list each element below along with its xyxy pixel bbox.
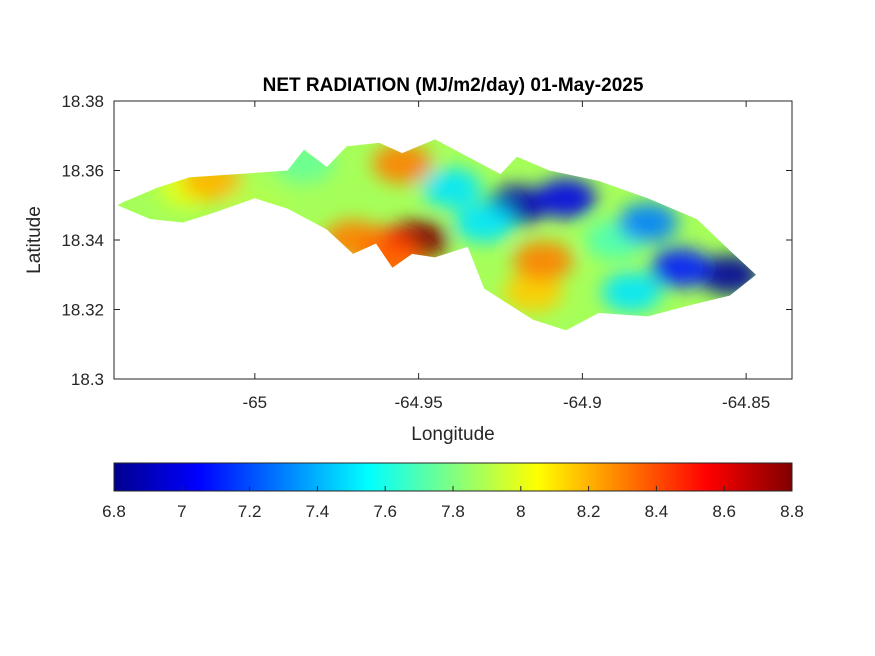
field-sample (536, 178, 596, 219)
map-axes: -65 -64.95 -64.9 -64.85 18.3 18.32 18.34 18.36… (61, 92, 793, 412)
field-sample (617, 202, 678, 243)
colorbar-tick-label: 8.2 (577, 502, 601, 521)
field-sample (421, 167, 482, 208)
chart-title: NET RADIATION (MJ/m2/day) 01-May-2025 (263, 75, 644, 96)
colorbar-tick-label: 7.8 (441, 502, 465, 521)
colorbar-tick-label: 8 (516, 502, 525, 521)
field-sample (372, 143, 433, 184)
field-sample (503, 272, 564, 313)
colorbar-tick-label: 6.8 (102, 502, 126, 521)
y-tick-label: 18.32 (61, 301, 104, 320)
colorbar-tick-label: 7.6 (373, 502, 397, 521)
y-tick-label: 18.36 (61, 162, 104, 181)
x-tick-label: -65 (243, 393, 268, 412)
y-axis-label: Latitude (24, 206, 45, 274)
y-tick-label: 18.34 (61, 231, 104, 250)
y-tick-label: 18.38 (61, 92, 104, 111)
colorbar-tick-label: 7.2 (238, 502, 262, 521)
y-tick-label: 18.3 (71, 370, 104, 389)
colorbar-tick-label: 8.4 (645, 502, 669, 521)
field-sample (601, 272, 662, 313)
colorbar-tick-label: 8.6 (712, 502, 736, 521)
field-sample (454, 202, 515, 243)
colorbar-tick-label: 7.4 (306, 502, 330, 521)
radiation-field (117, 139, 757, 331)
colorbar: 6.8 7 7.2 7.4 7.6 7.8 8 8.2 8.4 8.6 8.8 (102, 462, 804, 521)
x-axis-ticks: -65 -64.95 -64.9 -64.85 (243, 101, 770, 412)
field-sample (650, 247, 711, 288)
colorbar-ticks: 6.8 7 7.2 7.4 7.6 7.8 8 8.2 8.4 8.6 8.8 (102, 486, 804, 521)
field-sample (513, 240, 574, 281)
x-axis-label: Longitude (411, 424, 494, 445)
colorbar-tick-label: 8.8 (780, 502, 804, 521)
x-tick-label: -64.95 (395, 393, 443, 412)
y-axis-ticks: 18.3 18.32 18.34 18.36 18.38 (61, 92, 792, 389)
colorbar-tick-label: 7 (177, 502, 186, 521)
x-tick-label: -64.9 (563, 393, 602, 412)
x-tick-label: -64.85 (722, 393, 770, 412)
